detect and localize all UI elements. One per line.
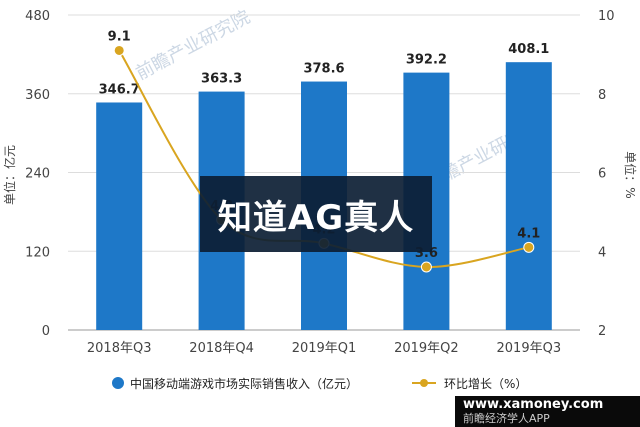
left-tick-label: 360 (25, 88, 50, 103)
legend-line-label: 环比增长（%） (444, 377, 527, 391)
overlay-text: 知道AG真人 (217, 197, 415, 238)
source-bar: www.xamoney.com 前瞻经济学人APP (455, 396, 640, 427)
x-tick-label: 2019年Q3 (497, 341, 562, 356)
legend-line-marker (420, 379, 428, 387)
right-tick-label: 8 (598, 88, 606, 103)
left-tick-label: 120 (25, 245, 50, 260)
x-tick-label: 2018年Q3 (87, 341, 152, 356)
legend: 中国移动端游戏市场实际销售收入（亿元） 环比增长（%） (112, 376, 527, 391)
legend-bar-label: 中国移动端游戏市场实际销售收入（亿元） (130, 376, 358, 391)
bar-series: 346.7 363.3 378.6 392.2 408.1 (96, 42, 552, 331)
bar (96, 102, 143, 331)
left-tick-label: 240 (25, 167, 50, 182)
source-url: www.xamoney.com (463, 397, 604, 412)
bar-value-label: 363.3 (201, 72, 242, 87)
right-tick-label: 4 (598, 245, 606, 260)
bar-value-label: 346.7 (99, 82, 140, 97)
line-point (113, 44, 125, 56)
x-tick-label: 2019年Q1 (292, 341, 357, 356)
bar-value-label: 408.1 (508, 42, 549, 57)
overlay-banner: 知道AG真人 (200, 176, 432, 252)
bar-value-label: 392.2 (406, 53, 447, 68)
left-axis-title: 单位：亿元 (2, 145, 17, 205)
bar (505, 62, 552, 330)
right-tick-label: 6 (598, 167, 606, 182)
x-tick-label: 2019年Q2 (394, 341, 459, 356)
right-tick-label: 10 (598, 9, 615, 24)
x-axis-ticks: 2018年Q3 2018年Q4 2019年Q1 2019年Q2 2019年Q3 (87, 341, 561, 356)
line-point (523, 241, 535, 253)
bar-value-label: 378.6 (303, 62, 344, 77)
legend-bar-marker (112, 377, 124, 389)
x-tick-label: 2018年Q4 (189, 341, 254, 356)
left-tick-label: 0 (42, 324, 50, 339)
right-axis-ticks: 2 4 6 8 10 (598, 9, 615, 339)
right-axis-title: 单位：% (623, 151, 638, 198)
source-app: 前瞻经济学人APP (463, 412, 550, 425)
line-value-label: 4.1 (517, 226, 540, 241)
left-axis-ticks: 0 120 240 360 480 (25, 9, 50, 339)
line-value-label: 9.1 (108, 29, 131, 44)
left-tick-label: 480 (25, 9, 50, 24)
right-tick-label: 2 (598, 324, 606, 339)
line-point (420, 261, 432, 273)
